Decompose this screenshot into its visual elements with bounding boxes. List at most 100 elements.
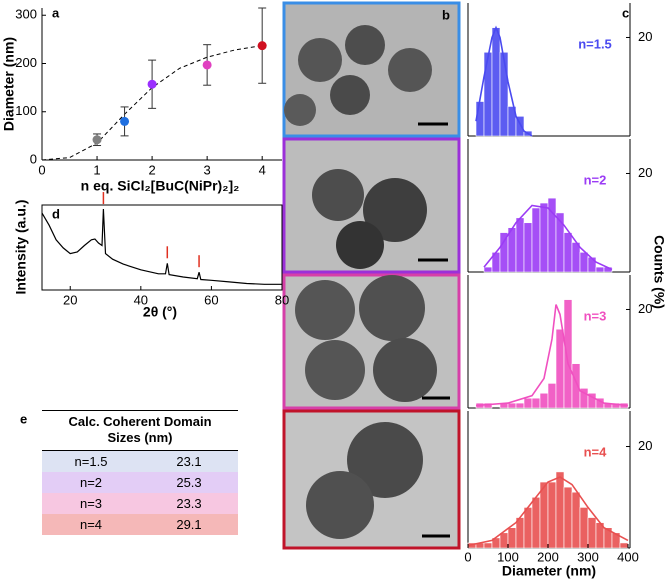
x-tick-label: 200: [537, 549, 559, 564]
table-row: n=2 25.3: [42, 472, 238, 493]
particle: [330, 75, 370, 115]
histogram-bar: [523, 507, 533, 549]
data-point: [257, 41, 267, 51]
annotation: n=1.5: [578, 36, 612, 51]
histogram-bar: [491, 27, 501, 137]
histogram-bar: [611, 532, 621, 549]
histogram-bar: [619, 542, 629, 549]
fit-curve: [467, 476, 629, 547]
fit-curve: [475, 25, 533, 137]
y-tick-label: 0: [30, 151, 37, 166]
histogram-bar: [499, 532, 509, 549]
y-tick-label: 200: [15, 55, 37, 70]
histogram-bar: [571, 363, 581, 409]
histogram-bar: [587, 517, 597, 549]
histogram-bar: [515, 402, 525, 409]
histogram-bar: [499, 232, 509, 273]
x-tick-label: 0: [38, 162, 45, 177]
histogram-bar: [587, 256, 597, 273]
histogram-bar: [547, 481, 557, 549]
panel-label: e: [20, 411, 27, 426]
histogram-bar: [523, 222, 533, 273]
particle: [284, 94, 316, 126]
particle: [363, 178, 427, 242]
table-cell: 23.3: [176, 496, 202, 511]
x-tick-label: 400: [617, 549, 639, 564]
histogram-bar: [539, 392, 549, 409]
histogram-bar: [507, 527, 517, 549]
data-point: [120, 116, 130, 126]
histogram-bar: [515, 217, 525, 273]
y-tick-label: 100: [15, 103, 37, 118]
table-cell: 23.1: [176, 454, 202, 469]
histogram-bar: [563, 232, 573, 273]
table-cell: n=4: [79, 517, 103, 532]
table-cell: n=1.5: [74, 454, 108, 469]
panel-label: c: [622, 5, 629, 20]
panel-label: b: [442, 7, 450, 22]
particle: [336, 221, 384, 269]
histogram-bar: [555, 328, 565, 409]
particle: [388, 48, 432, 92]
y-tick-label: 20: [638, 301, 652, 316]
histogram-bar: [499, 51, 509, 137]
x-tick-label: 3: [204, 162, 211, 177]
y-tick-label: 300: [15, 7, 37, 22]
particle: [359, 275, 425, 341]
data-point: [92, 135, 102, 145]
histogram-bar: [483, 51, 493, 137]
table-cell: 29.1: [176, 517, 202, 532]
x-axis-label: n eq. SiCl₂[BuC(NiPr)₂]₂: [81, 178, 240, 194]
panel-label: d: [52, 206, 60, 221]
x-tick-label: 100: [497, 549, 519, 564]
table-cell: n=2: [79, 475, 103, 490]
y-axis-label: Counts (%): [651, 235, 667, 309]
histogram-bar: [483, 266, 493, 273]
particle: [306, 471, 374, 539]
histogram-bar: [563, 299, 573, 409]
table-row: n=1.5 23.1: [42, 450, 238, 472]
y-axis-label: Intensity (a.u.): [13, 200, 29, 295]
histogram-bar: [571, 491, 581, 549]
x-tick-label: 2: [148, 162, 155, 177]
x-tick-label: 4: [259, 162, 266, 177]
histogram-bar: [595, 266, 605, 273]
particle: [373, 338, 437, 402]
table-row: n=4 29.1: [42, 514, 238, 535]
x-tick-label: 1: [93, 162, 100, 177]
histogram-bar: [579, 507, 589, 549]
particle: [345, 25, 385, 65]
y-tick-label: 20: [638, 438, 652, 453]
histogram-bar: [539, 202, 549, 273]
annotation: n=4: [584, 444, 608, 459]
tem-images: b: [282, 1, 461, 550]
histogram-bar: [523, 397, 533, 409]
histogram-bar: [483, 542, 493, 549]
particle: [347, 422, 423, 498]
fit-curve: [475, 304, 629, 407]
annotation: n=2: [584, 172, 607, 187]
x-tick-label: 0: [464, 549, 471, 564]
histogram-bar: [563, 486, 573, 549]
x-tick-label: 60: [204, 292, 218, 307]
particle: [298, 38, 342, 82]
x-tick-label: 20: [63, 292, 77, 307]
table-row: n=3 23.3: [42, 493, 238, 514]
x-tick-label: 80: [275, 292, 289, 307]
y-tick-label: 20: [638, 29, 652, 44]
histogram-bar: [555, 471, 565, 549]
y-tick-label: 20: [638, 165, 652, 180]
histogram-bar: [531, 207, 541, 273]
histogram-bar: [531, 496, 541, 549]
plot-frame: [41, 204, 283, 291]
y-axis-label: Diameter (nm): [1, 37, 17, 131]
particle: [295, 280, 355, 340]
particle: [305, 340, 365, 400]
data-point: [202, 60, 212, 70]
histogram-bar: [515, 115, 525, 137]
domain-size-table: Calc. Coherent Domain Sizes (nm) n=1.5 23…: [42, 410, 238, 535]
table-cell: n=3: [79, 496, 103, 511]
table-cell: 25.3: [176, 475, 202, 490]
